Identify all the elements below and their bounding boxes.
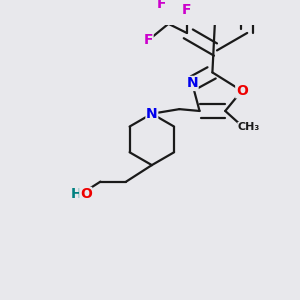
Text: CH₃: CH₃: [238, 122, 260, 133]
Text: F: F: [182, 3, 191, 17]
Text: N: N: [186, 76, 198, 90]
Text: N: N: [146, 107, 158, 121]
Text: O: O: [80, 188, 92, 202]
Text: H: H: [71, 188, 82, 202]
Text: F: F: [143, 33, 153, 47]
Text: O: O: [236, 84, 248, 98]
Text: F: F: [156, 0, 166, 11]
